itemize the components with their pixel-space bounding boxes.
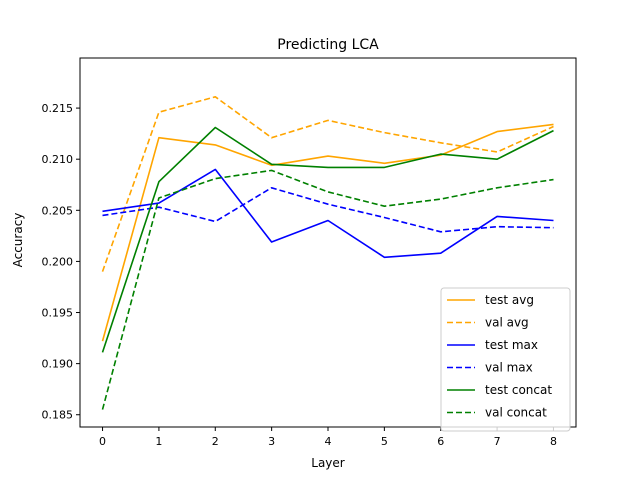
series-line-val-avg	[101, 96, 554, 272]
x-tick-label: 5	[381, 435, 388, 448]
legend-label: test concat	[485, 383, 552, 397]
y-tick-label: 0.185	[42, 409, 74, 422]
x-tick-label: 7	[494, 435, 501, 448]
series-line-test-avg	[101, 123, 554, 342]
legend-label: val avg	[485, 316, 529, 330]
y-tick-label: 0.205	[42, 204, 74, 217]
y-tick-label: 0.200	[42, 255, 74, 268]
legend-label: val concat	[485, 406, 547, 420]
plot-frame	[79, 57, 577, 428]
x-axis-label: Layer	[311, 456, 345, 470]
series-lines	[101, 96, 554, 410]
series-line-test-max	[102, 168, 554, 259]
chart-title: Predicting LCA	[277, 37, 379, 53]
series-line-test-concat	[101, 126, 554, 353]
x-tick-label: 6	[437, 435, 444, 448]
x-tick-label: 4	[325, 435, 332, 448]
legend-label: val max	[485, 361, 533, 375]
legend-box	[440, 287, 571, 432]
y-tick-label: 0.210	[42, 153, 74, 166]
series-line-val-concat	[101, 169, 554, 410]
x-tick-label: 0	[99, 435, 106, 448]
series-line-val-max	[102, 187, 554, 233]
y-tick-label: 0.215	[42, 102, 74, 115]
x-tick-label: 8	[550, 435, 557, 448]
x-tick-label: 3	[268, 435, 275, 448]
legend-label: test avg	[485, 293, 534, 307]
x-tick-label: 1	[155, 435, 162, 448]
axis-ticks: 0 1 2 3 4 5 6 7 8 0.185 0.190 0.195 0.200 0.205 0.210 0…	[42, 102, 557, 448]
y-axis-label: Accuracy	[11, 213, 25, 268]
x-tick-label: 2	[212, 435, 219, 448]
legend-label: test max	[485, 338, 538, 352]
legend: test avg val avg test max val max test conca…	[440, 287, 571, 432]
y-tick-label: 0.190	[42, 358, 74, 371]
y-tick-label: 0.195	[42, 307, 74, 320]
